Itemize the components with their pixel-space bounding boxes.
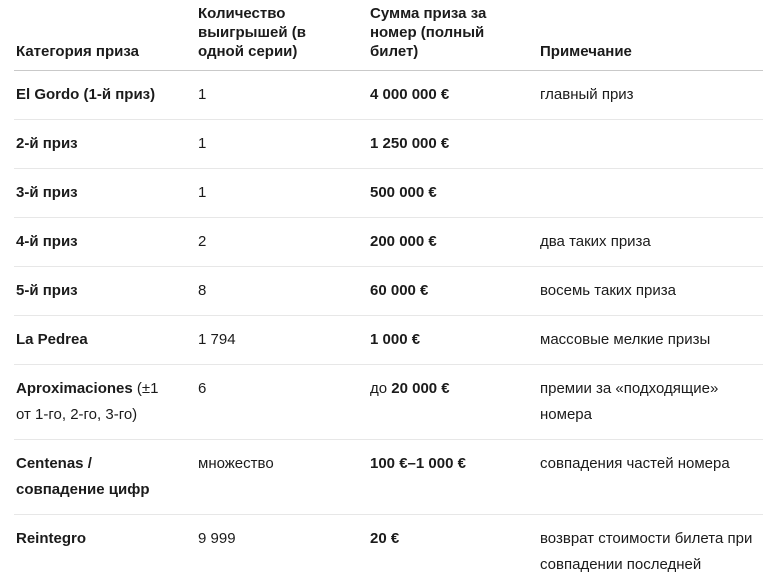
col-header-amount: Сумма приза за номер (полный билет)	[370, 0, 540, 71]
amount-cell: 100 €–1 000 €	[370, 439, 540, 515]
category-name: Aproximaciones	[16, 380, 133, 397]
amount-value: 1 250 000 €	[370, 135, 450, 152]
note-cell	[540, 168, 763, 218]
table-row: Centenas / совпадение цифр множество 100 €…	[14, 439, 763, 515]
category-name: 3-й приз	[16, 184, 78, 201]
category-name: 4-й приз	[16, 233, 78, 250]
amount-value: 20 €	[370, 530, 400, 547]
table-header-row: Категория приза Количество выигрышей (в …	[14, 0, 763, 71]
category-cell: El Gordo (1-й приз)	[14, 70, 198, 120]
col-header-count: Количество выигрышей (в одной серии)	[198, 0, 370, 71]
count-cell: 1	[198, 119, 370, 169]
table-body: El Gordo (1-й приз) 1 4 000 000 € главный п…	[14, 70, 763, 576]
category-name: Reintegro	[16, 530, 87, 547]
count-cell: множество	[198, 439, 370, 515]
prize-table: Категория приза Количество выигрышей (в …	[14, 0, 763, 576]
amount-value: 1 000 €	[370, 331, 421, 348]
table-row: Aproximaciones (±1 от 1-го, 2-го, 3-го) 6…	[14, 364, 763, 440]
note-cell: массовые мелкие призы	[540, 315, 763, 365]
amount-cell: 20 €	[370, 514, 540, 576]
category-name: La Pedrea	[16, 331, 88, 348]
note-cell: главный приз	[540, 70, 763, 120]
table-row: Reintegro 9 999 20 € возврат стоимости биле…	[14, 514, 763, 576]
table-row: 2-й приз 1 1 250 000 €	[14, 119, 763, 169]
category-name: 2-й приз	[16, 135, 78, 152]
table-row: 5-й приз 8 60 000 € восемь таких приза	[14, 266, 763, 316]
note-cell: возврат стоимости билета при совпадении …	[540, 514, 763, 576]
amount-value: 4 000 000 €	[370, 86, 450, 103]
amount-value: 60 000 €	[370, 282, 429, 299]
category-cell: 5-й приз	[14, 266, 198, 316]
category-cell: Aproximaciones (±1 от 1-го, 2-го, 3-го)	[14, 364, 198, 440]
table-row: 3-й приз 1 500 000 €	[14, 168, 763, 218]
count-cell: 1	[198, 168, 370, 218]
table-row: 4-й приз 2 200 000 € два таких приза	[14, 217, 763, 267]
count-cell: 1	[198, 70, 370, 120]
category-cell: 3-й приз	[14, 168, 198, 218]
category-name: 5-й приз	[16, 282, 78, 299]
amount-value: 500 000 €	[370, 184, 437, 201]
amount-cell: 4 000 000 €	[370, 70, 540, 120]
category-name: El Gordo (1-й приз)	[16, 86, 156, 103]
amount-value: 200 000 €	[370, 233, 437, 250]
amount-cell: 1 000 €	[370, 315, 540, 365]
amount-cell: до 20 000 €	[370, 364, 540, 440]
note-cell: восемь таких приза	[540, 266, 763, 316]
count-cell: 8	[198, 266, 370, 316]
category-name: Centenas / совпадение цифр	[16, 455, 150, 498]
note-cell: два таких приза	[540, 217, 763, 267]
amount-value: 20 000 €	[391, 380, 450, 397]
category-detail: (±1 от 1-го, 2-го, 3-го)	[16, 380, 159, 423]
col-header-note: Примечание	[540, 0, 763, 71]
note-cell: совпадения частей номера	[540, 439, 763, 515]
amount-cell: 200 000 €	[370, 217, 540, 267]
count-cell: 1 794	[198, 315, 370, 365]
category-cell: Reintegro	[14, 514, 198, 576]
amount-prefix: до	[370, 380, 392, 397]
category-cell: La Pedrea	[14, 315, 198, 365]
category-cell: Centenas / совпадение цифр	[14, 439, 198, 515]
table-row: La Pedrea 1 794 1 000 € массовые мелкие при…	[14, 315, 763, 365]
amount-cell: 1 250 000 €	[370, 119, 540, 169]
category-cell: 4-й приз	[14, 217, 198, 267]
note-cell: премии за «подходящие» номера	[540, 364, 763, 440]
table-row: El Gordo (1-й приз) 1 4 000 000 € главный п…	[14, 70, 763, 120]
count-cell: 9 999	[198, 514, 370, 576]
count-cell: 6	[198, 364, 370, 440]
amount-cell: 60 000 €	[370, 266, 540, 316]
count-cell: 2	[198, 217, 370, 267]
amount-cell: 500 000 €	[370, 168, 540, 218]
col-header-category: Категория приза	[14, 0, 198, 71]
amount-value: 100 €–1 000 €	[370, 455, 466, 472]
category-cell: 2-й приз	[14, 119, 198, 169]
note-cell	[540, 119, 763, 169]
